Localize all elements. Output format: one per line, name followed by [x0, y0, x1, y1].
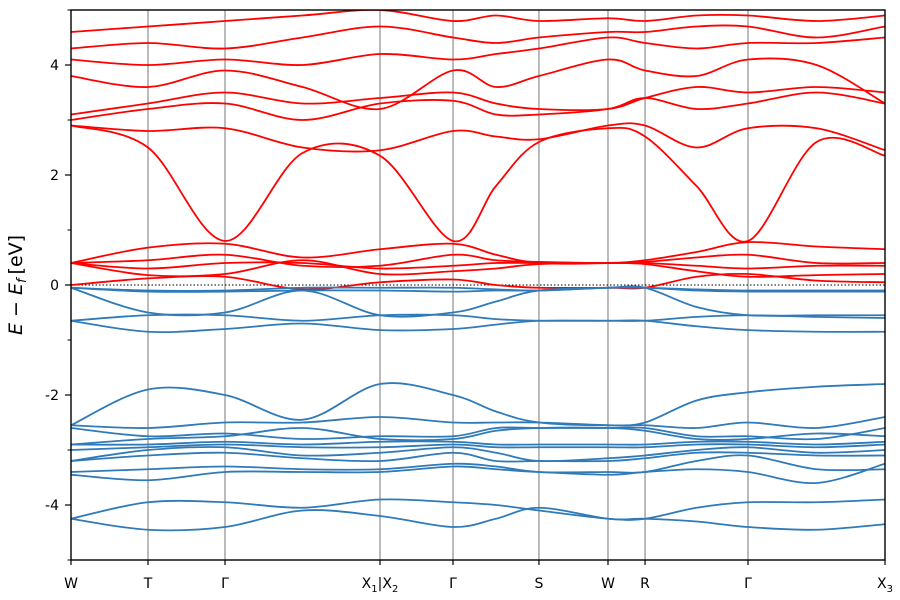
- y-tick-label: 4: [50, 58, 59, 74]
- band-valence-10: [71, 440, 885, 446]
- x-tick-label: T: [143, 576, 153, 592]
- x-tick-label: Γ: [744, 576, 752, 592]
- band-valence-15: [71, 462, 885, 484]
- x-tick-label: W: [601, 576, 615, 592]
- band-valence-5: [71, 319, 885, 334]
- y-axis-label: E − Ef[eV]: [5, 235, 30, 335]
- band-valence-14: [71, 454, 885, 474]
- band-conduction-8: [71, 91, 885, 121]
- band-conduction-2: [71, 259, 885, 278]
- band-valence-12: [71, 446, 885, 463]
- x-axis-ticks: W T Γ X1|X2 Γ S W R Γ X3: [64, 560, 893, 595]
- x-tick-label: S: [535, 576, 544, 592]
- x-tick-label: Γ: [221, 576, 229, 592]
- x-tick-label: X1|X2: [362, 576, 399, 595]
- band-conduction-13: [71, 10, 885, 33]
- band-valence-17: [71, 506, 885, 532]
- x-tick-label: W: [64, 576, 78, 592]
- y-tick-label: 2: [50, 168, 59, 184]
- x-tick-label: X3: [877, 576, 893, 595]
- band-valence-6: [71, 382, 885, 427]
- band-conduction-4: [71, 253, 885, 269]
- band-conduction-11: [71, 36, 885, 66]
- band-lines: [71, 10, 885, 532]
- band-conduction-3: [71, 261, 885, 270]
- band-valence-2: [71, 286, 885, 293]
- band-conduction-6: [71, 124, 885, 243]
- band-valence-7: [71, 416, 885, 429]
- band-conduction-5: [71, 241, 885, 265]
- band-valence-16: [71, 498, 885, 521]
- y-tick-label: -4: [45, 498, 59, 514]
- band-conduction-7: [71, 122, 885, 153]
- band-valence-13: [71, 451, 885, 463]
- band-valence-8: [71, 426, 885, 441]
- x-tick-label: Γ: [449, 576, 457, 592]
- band-conduction-10: [71, 57, 885, 111]
- band-valence-11: [71, 443, 885, 451]
- y-axis-ticks: 4 2 0 -2 -4: [45, 9, 71, 561]
- y-tick-label: -2: [45, 388, 59, 404]
- band-valence-9: [71, 426, 885, 446]
- band-conduction-12: [71, 24, 885, 50]
- y-tick-label: 0: [50, 278, 59, 294]
- x-tick-label: R: [640, 576, 650, 592]
- band-conduction-1: [71, 272, 885, 291]
- band-valence-4: [71, 313, 885, 322]
- band-conduction-9: [71, 86, 885, 116]
